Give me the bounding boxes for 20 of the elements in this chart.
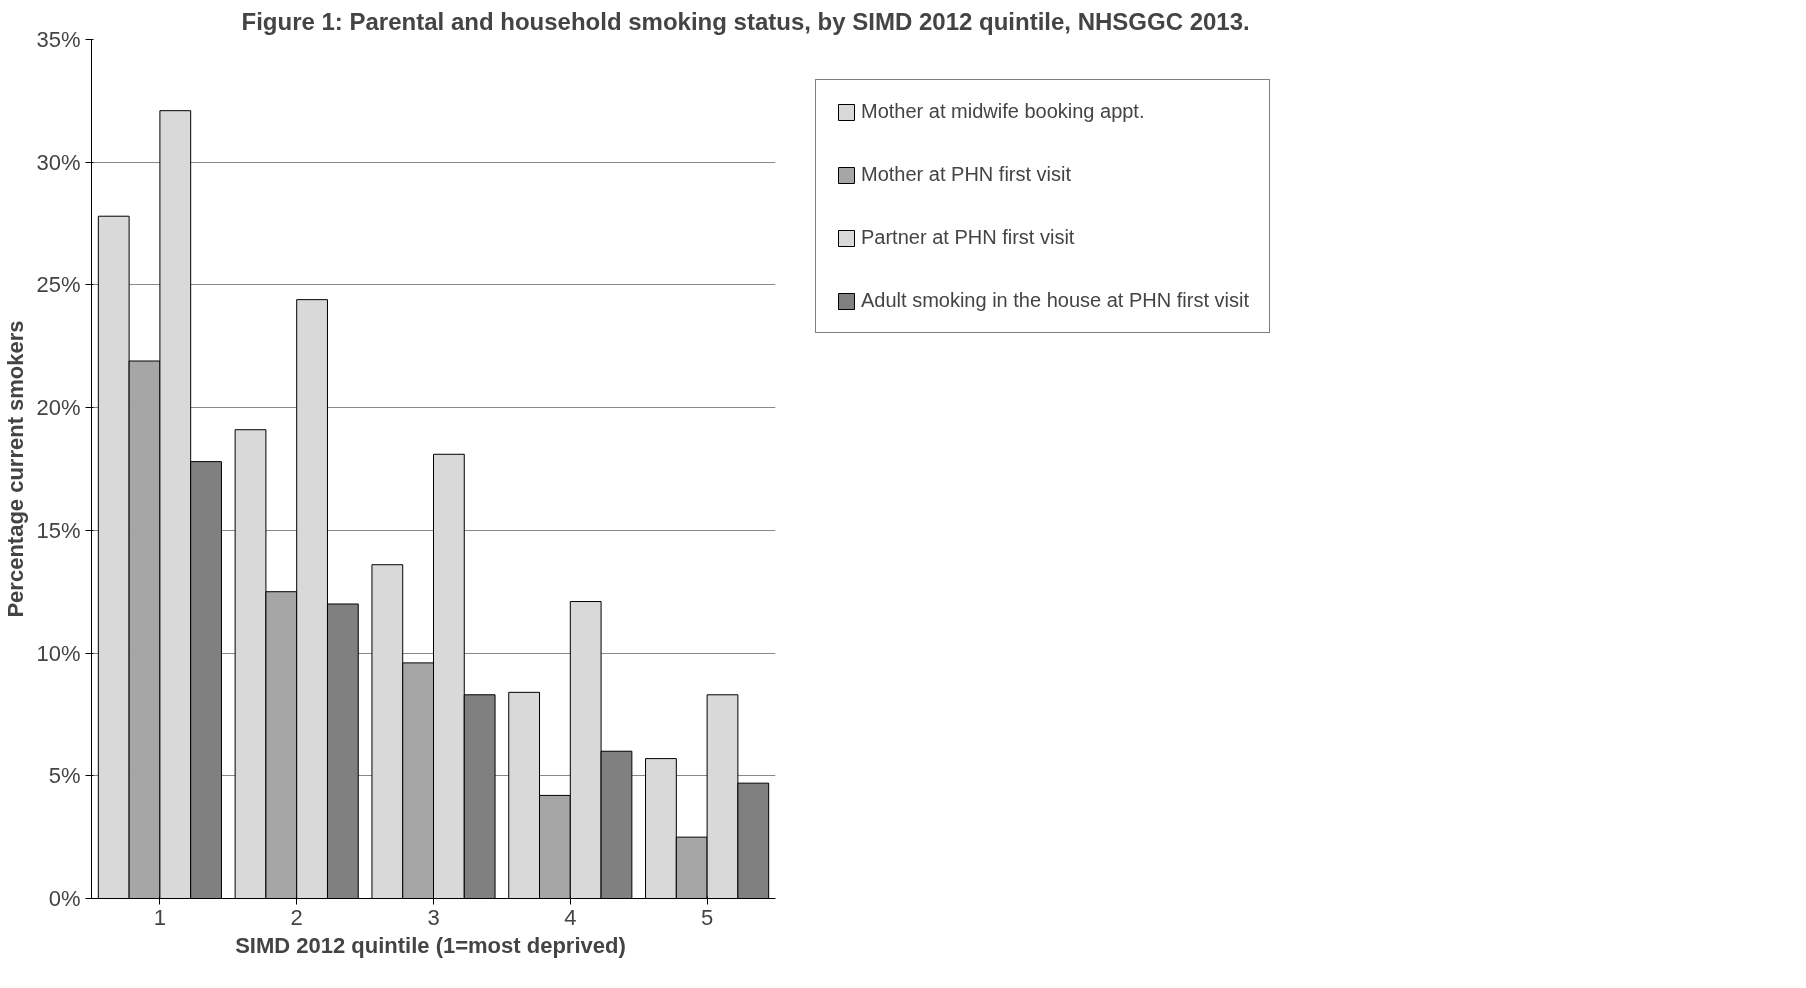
x-tick-label: 2 — [290, 904, 303, 930]
x-tick-label: 5 — [700, 904, 714, 930]
y-tick-label: 20% — [36, 395, 81, 421]
y-tick-label: 35% — [36, 27, 81, 52]
y-tick-label: 25% — [36, 272, 81, 298]
legend-label: Mother at PHN first visit — [861, 163, 1072, 186]
x-axis-title: SIMD 2012 quintile (1=most deprived) — [235, 932, 626, 958]
x-tick-label: 3 — [427, 904, 440, 930]
legend-label: Partner at PHN first visit — [861, 226, 1075, 249]
y-tick-label: 15% — [36, 517, 81, 543]
y-tick-label: 10% — [36, 640, 81, 666]
legend-label: Mother at midwife booking appt. — [861, 100, 1145, 123]
y-axis-title: Percentage current smokers — [3, 320, 29, 618]
legend-label: Adult smoking in the house at PHN first visit — [861, 289, 1249, 312]
y-tick-label: 0% — [48, 886, 81, 911]
chart-title: Figure 1: Parental and household smoking status, by SIMD 2012 quintile, NHSGGC 2013. — [241, 7, 1250, 35]
x-tick-label: 1 — [153, 904, 167, 930]
x-tick-label: 4 — [564, 904, 577, 930]
y-tick-label: 30% — [36, 149, 81, 175]
y-tick-label: 5% — [48, 763, 81, 789]
